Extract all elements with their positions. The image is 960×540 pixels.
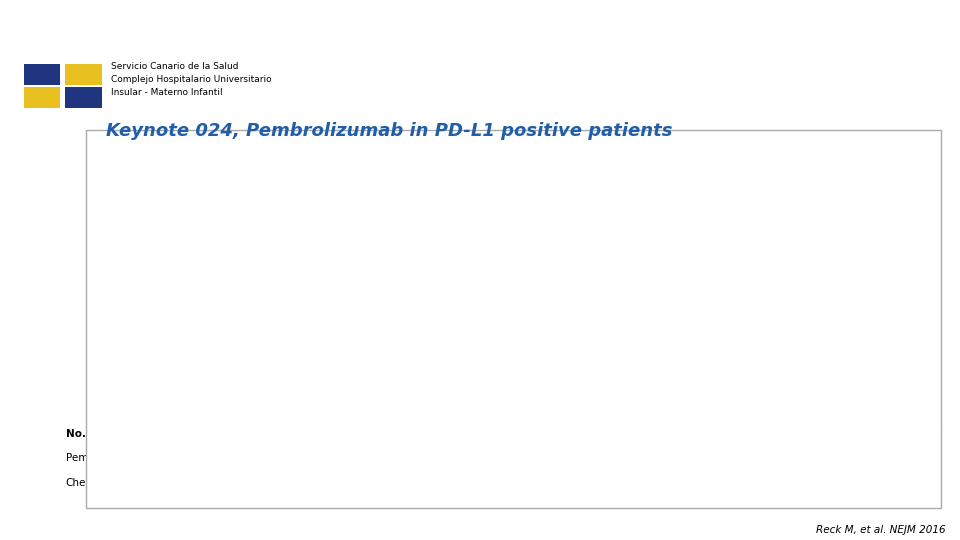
Text: 2: 2 bbox=[823, 453, 829, 463]
Text: Pembrolizumab: Pembrolizumab bbox=[655, 231, 735, 240]
Text: 11: 11 bbox=[710, 453, 723, 463]
Text: 39: 39 bbox=[600, 453, 613, 463]
Text: 151: 151 bbox=[158, 478, 178, 488]
Text: Keynote 024, Pembrolizumab in PD-L1 positive patients: Keynote 024, Pembrolizumab in PD-L1 posi… bbox=[106, 122, 672, 139]
Text: 121: 121 bbox=[377, 453, 397, 463]
Text: Chemotherapy: Chemotherapy bbox=[655, 264, 732, 274]
Y-axis label: Overall Survival (%): Overall Survival (%) bbox=[122, 217, 135, 334]
Text: No. at Risk: No. at Risk bbox=[65, 429, 130, 440]
Text: 1: 1 bbox=[823, 478, 829, 488]
Text: 106: 106 bbox=[377, 478, 397, 488]
Text: 136: 136 bbox=[268, 453, 288, 463]
Text: 34: 34 bbox=[600, 478, 613, 488]
Text: Chemotherapy: Chemotherapy bbox=[65, 478, 143, 488]
Text: HR 0.60: HR 0.60 bbox=[150, 131, 217, 146]
Text: 64: 64 bbox=[491, 478, 504, 488]
Text: 123: 123 bbox=[268, 478, 288, 488]
Text: 0: 0 bbox=[933, 453, 939, 463]
Text: 82: 82 bbox=[491, 453, 504, 463]
Text: Hazard ratio for death, 0.60 (95% CI, 0.41–0.89)
P=0.005: Hazard ratio for death, 0.60 (95% CI, 0.… bbox=[259, 330, 511, 352]
Text: Reck M, et al. NEJM 2016: Reck M, et al. NEJM 2016 bbox=[816, 524, 946, 535]
Text: Servicio Canario de la Salud
Complejo Hospitalario Universitario
Insular - Mater: Servicio Canario de la Salud Complejo Ho… bbox=[111, 62, 272, 97]
Text: 7: 7 bbox=[713, 478, 720, 488]
Text: 154: 154 bbox=[158, 453, 178, 463]
X-axis label: Month: Month bbox=[530, 435, 574, 448]
FancyBboxPatch shape bbox=[544, 146, 852, 219]
Text: NR both arms
70% vs 54% 1y: NR both arms 70% vs 54% 1y bbox=[639, 164, 756, 200]
Text: 0: 0 bbox=[933, 478, 939, 488]
Text: Pembrolizumab: Pembrolizumab bbox=[65, 453, 146, 463]
